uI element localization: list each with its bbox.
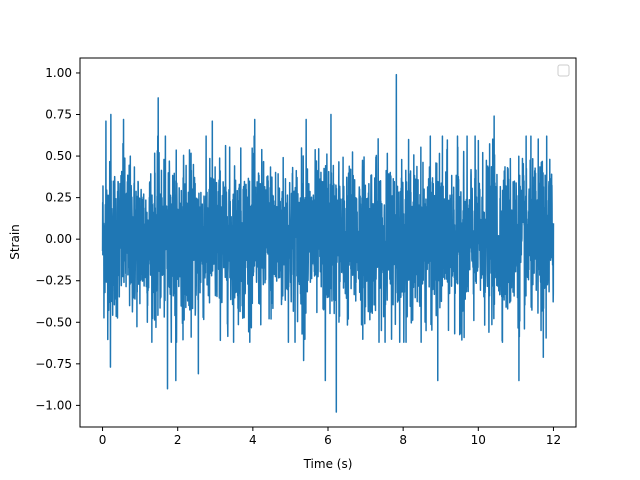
y-axis-label: Strain xyxy=(8,224,22,260)
x-tick-label: 6 xyxy=(324,433,332,447)
legend-box xyxy=(557,64,570,77)
x-axis-label: Time (s) xyxy=(303,457,353,471)
x-tick-label: 2 xyxy=(174,433,182,447)
y-tick-label: −1.00 xyxy=(35,398,72,412)
y-tick-label: −0.50 xyxy=(35,315,72,329)
y-tick-label: 0.50 xyxy=(45,149,72,163)
x-tick-label: 12 xyxy=(546,433,561,447)
y-axis: −1.00 −0.75 −0.50 −0.25 0.00 0.25 0.50 0.75 1.00 xyxy=(35,66,80,412)
x-tick-label: 4 xyxy=(249,433,257,447)
x-axis: 0 2 4 6 8 10 12 xyxy=(99,427,561,447)
y-tick-label: 0.75 xyxy=(45,108,72,122)
y-tick-label: 0.25 xyxy=(45,191,72,205)
strain-series-line xyxy=(101,73,555,413)
x-tick-label: 8 xyxy=(399,433,407,447)
y-tick-label: −0.75 xyxy=(35,357,72,371)
series-group xyxy=(101,73,555,413)
y-tick-label: 0.00 xyxy=(45,232,72,246)
x-tick-label: 0 xyxy=(99,433,107,447)
y-tick-label: 1.00 xyxy=(45,66,72,80)
x-tick-label: 10 xyxy=(471,433,486,447)
y-tick-label: −0.25 xyxy=(35,274,72,288)
